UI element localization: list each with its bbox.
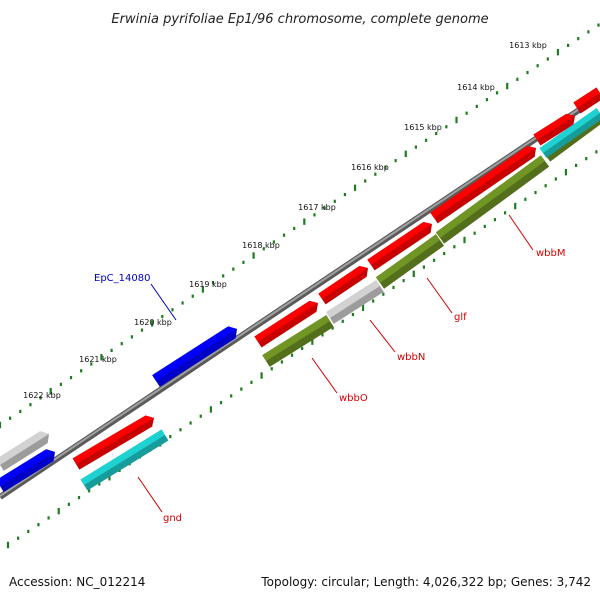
gene-label-wbbm[interactable]: wbbM (536, 248, 566, 259)
gene-label-glf[interactable]: glf (454, 312, 467, 323)
gene-arrow (573, 87, 600, 108)
map-title: Erwinia pyrifoliae Ep1/96 chromosome, co… (111, 12, 488, 27)
label-leader (508, 214, 534, 251)
ruler-label: 1620 kbp (134, 318, 172, 327)
backbone-track (0, 93, 600, 500)
gene-arrow (430, 146, 536, 218)
label-leader (311, 357, 338, 394)
label-leaders (137, 214, 534, 513)
gene-features (0, 87, 600, 492)
ruler-label: 1615 kbp (404, 123, 442, 132)
gene-arrow (0, 431, 49, 465)
gene-arrow (72, 415, 154, 464)
ruler-label: 1616 kbp (351, 163, 389, 172)
gene-arrow (80, 429, 165, 485)
gene-arrow (318, 265, 368, 299)
gene-arrow (367, 221, 432, 265)
ruler-labels: 1613 kbp 1614 kbp 1615 kbp 1616 kbp 1617 kbp… (23, 41, 547, 400)
label-leader (150, 283, 177, 321)
ruler-label: 1621 kbp (79, 355, 117, 364)
ruler-label: 1619 kbp (189, 280, 227, 289)
gene-label-gnd[interactable]: gnd (163, 513, 182, 524)
gene-label-wbbo[interactable]: wbbO (339, 393, 368, 404)
label-leader (426, 277, 453, 314)
ruler-label: 1618 kbp (242, 241, 280, 250)
gene-arrow (0, 449, 55, 486)
label-leader (137, 476, 163, 513)
gene-arrow (533, 113, 575, 140)
gene-arrow (152, 326, 237, 381)
gene-arrow (375, 234, 440, 283)
genome-summary-text: Topology: circular; Length: 4,026,322 bp… (260, 575, 591, 589)
gene-arrow (254, 300, 318, 342)
accession-text: Accession: NC_012214 (9, 575, 145, 589)
gene-arrow (326, 280, 380, 318)
ruler-label: 1614 kbp (457, 83, 495, 92)
ruler-label: 1613 kbp (509, 41, 547, 50)
gene-arrow (539, 108, 600, 153)
gene-label-epc-14080[interactable]: EpC_14080 (94, 273, 150, 284)
label-leader (369, 319, 396, 353)
gene-label-wbbn[interactable]: wbbN (397, 352, 425, 363)
ruler-label: 1622 kbp (23, 391, 61, 400)
gene-arrow (435, 155, 545, 238)
gene-arrow (262, 315, 330, 361)
ruler-label: 1617 kbp (298, 203, 336, 212)
gene-labels: wbbM glf wbbN wbbO gnd EpC_14080 (94, 248, 566, 524)
outer-ruler (0, 23, 600, 429)
